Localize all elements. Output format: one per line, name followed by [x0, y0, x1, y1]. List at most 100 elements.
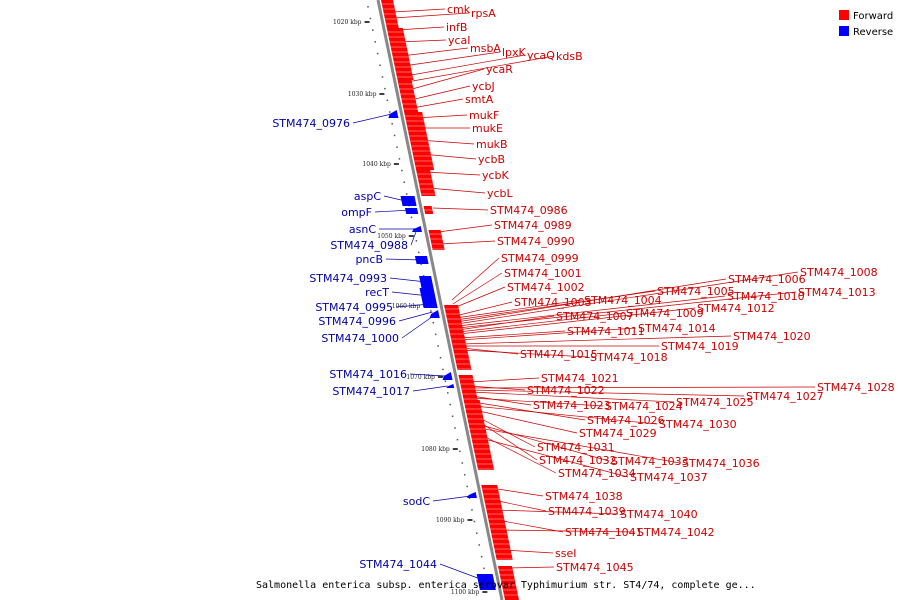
tick-label: 1020 kbp — [333, 19, 362, 26]
forward-gene-label: STM474_1027 — [746, 390, 824, 403]
forward-leader-line — [479, 433, 557, 474]
forward-leader-line — [468, 377, 540, 383]
minor-tick — [372, 29, 374, 31]
minor-tick — [391, 123, 393, 125]
forward-leader-line — [398, 39, 447, 43]
forward-gene-label: STM474_1001 — [504, 267, 582, 280]
reverse-leader-line — [410, 231, 417, 246]
reverse-feature — [388, 110, 399, 118]
forward-gene-label: STM474_1013 — [798, 286, 876, 299]
minor-tick — [454, 427, 456, 429]
forward-gene-label: STM474_1025 — [676, 396, 754, 409]
minor-tick — [437, 345, 439, 347]
minor-tick — [456, 438, 459, 441]
reverse-feature — [414, 256, 429, 264]
forward-gene-label: mukF — [469, 109, 499, 122]
forward-gene-label: STM474_0990 — [497, 235, 575, 248]
forward-leader-line — [455, 301, 513, 317]
reverse-feature — [419, 276, 434, 288]
forward-gene-label: STM474_1036 — [682, 457, 760, 470]
forward-leader-line — [396, 26, 445, 31]
legend-forward-label: Forward — [853, 11, 893, 22]
forward-leader-line — [457, 295, 726, 327]
forward-gene-label: STM474_0986 — [490, 204, 568, 217]
forward-gene-label: STM474_1005 — [657, 285, 735, 298]
minor-tick — [434, 333, 437, 336]
forward-gene-label: STM474_1015 — [520, 348, 598, 361]
reverse-gene-label: STM474_0996 — [318, 315, 396, 328]
forward-gene-label: infB — [446, 21, 467, 34]
minor-tick — [471, 509, 473, 511]
legend-reverse-swatch — [839, 26, 849, 36]
minor-tick — [398, 158, 401, 160]
minor-tick — [463, 474, 466, 476]
tick-label: 1040 kbp — [362, 161, 391, 168]
forward-gene-label: STM474_1041 — [565, 526, 643, 539]
minor-tick — [379, 64, 381, 66]
minor-tick — [384, 87, 386, 90]
forward-gene-label: STM474_1037 — [630, 471, 708, 484]
forward-gene-label: mukB — [476, 138, 508, 151]
forward-leader-line — [405, 54, 526, 77]
reverse-feature — [419, 288, 438, 308]
forward-gene-label: STM474_0999 — [501, 252, 579, 265]
reverse-feature — [411, 226, 422, 232]
minor-tick — [418, 251, 420, 254]
forward-leader-line — [425, 171, 481, 176]
reverse-leader-line — [352, 113, 392, 124]
forward-leader-line — [477, 423, 610, 462]
reverse-feature — [442, 372, 453, 380]
forward-gene-label: ycaR — [486, 63, 513, 76]
forward-leader-line — [393, 12, 470, 19]
minor-tick — [401, 169, 403, 172]
forward-gene-label: sseI — [555, 547, 576, 560]
minor-tick — [432, 321, 435, 324]
forward-gene-label: rpsA — [471, 7, 496, 20]
reverse-feature — [476, 574, 496, 590]
forward-gene-label: STM474_1008 — [800, 266, 878, 279]
reverse-gene-label: pncB — [355, 253, 383, 266]
forward-leader-line — [452, 272, 503, 305]
reverse-leader-line — [412, 385, 448, 392]
reverse-gene-label: STM474_1016 — [329, 368, 407, 381]
minor-tick — [476, 532, 478, 534]
forward-feature-block — [481, 485, 513, 560]
forward-leader-line — [440, 240, 496, 245]
forward-gene-label: STM474_1023 — [533, 399, 611, 412]
minor-tick — [444, 380, 447, 382]
forward-leader-line — [474, 409, 578, 434]
forward-leader-line — [460, 327, 637, 341]
tick-label: 1050 kbp — [377, 233, 406, 240]
reverse-feature — [466, 492, 477, 498]
forward-gene-label: mukE — [472, 122, 503, 135]
minor-tick — [478, 544, 480, 546]
minor-tick — [459, 450, 461, 453]
forward-leader-line — [461, 347, 519, 355]
forward-leader-line — [408, 68, 485, 91]
minor-tick — [422, 275, 425, 277]
forward-gene-label: STM474_1011 — [567, 325, 645, 338]
forward-gene-label: ycaQ — [527, 49, 555, 62]
reverse-feature — [404, 208, 419, 214]
forward-leader-line — [507, 566, 555, 569]
forward-leader-line — [461, 335, 732, 345]
minor-tick — [405, 193, 408, 195]
forward-leader-line — [470, 389, 745, 397]
reverse-gene-label: STM474_0976 — [272, 117, 350, 130]
forward-leader-line — [455, 299, 583, 319]
reverse-gene-label: STM474_1044 — [359, 558, 437, 571]
leader-lines — [352, 8, 816, 583]
forward-leader-line — [418, 139, 475, 145]
minor-tick — [367, 6, 369, 8]
forward-leader-line — [472, 397, 604, 407]
forward-gene-label: STM474_1031 — [537, 441, 615, 454]
forward-leader-line — [410, 85, 471, 101]
reverse-gene-label: STM474_1000 — [321, 332, 399, 345]
reverse-gene-label: sodC — [403, 495, 430, 508]
forward-gene-label: STM474_1007 — [556, 310, 634, 323]
forward-gene-label: kdsB — [556, 50, 583, 63]
forward-gene-label: STM474_1018 — [590, 351, 668, 364]
reverse-feature — [429, 310, 440, 318]
reverse-leader-line — [398, 311, 433, 322]
minor-tick — [461, 462, 464, 464]
